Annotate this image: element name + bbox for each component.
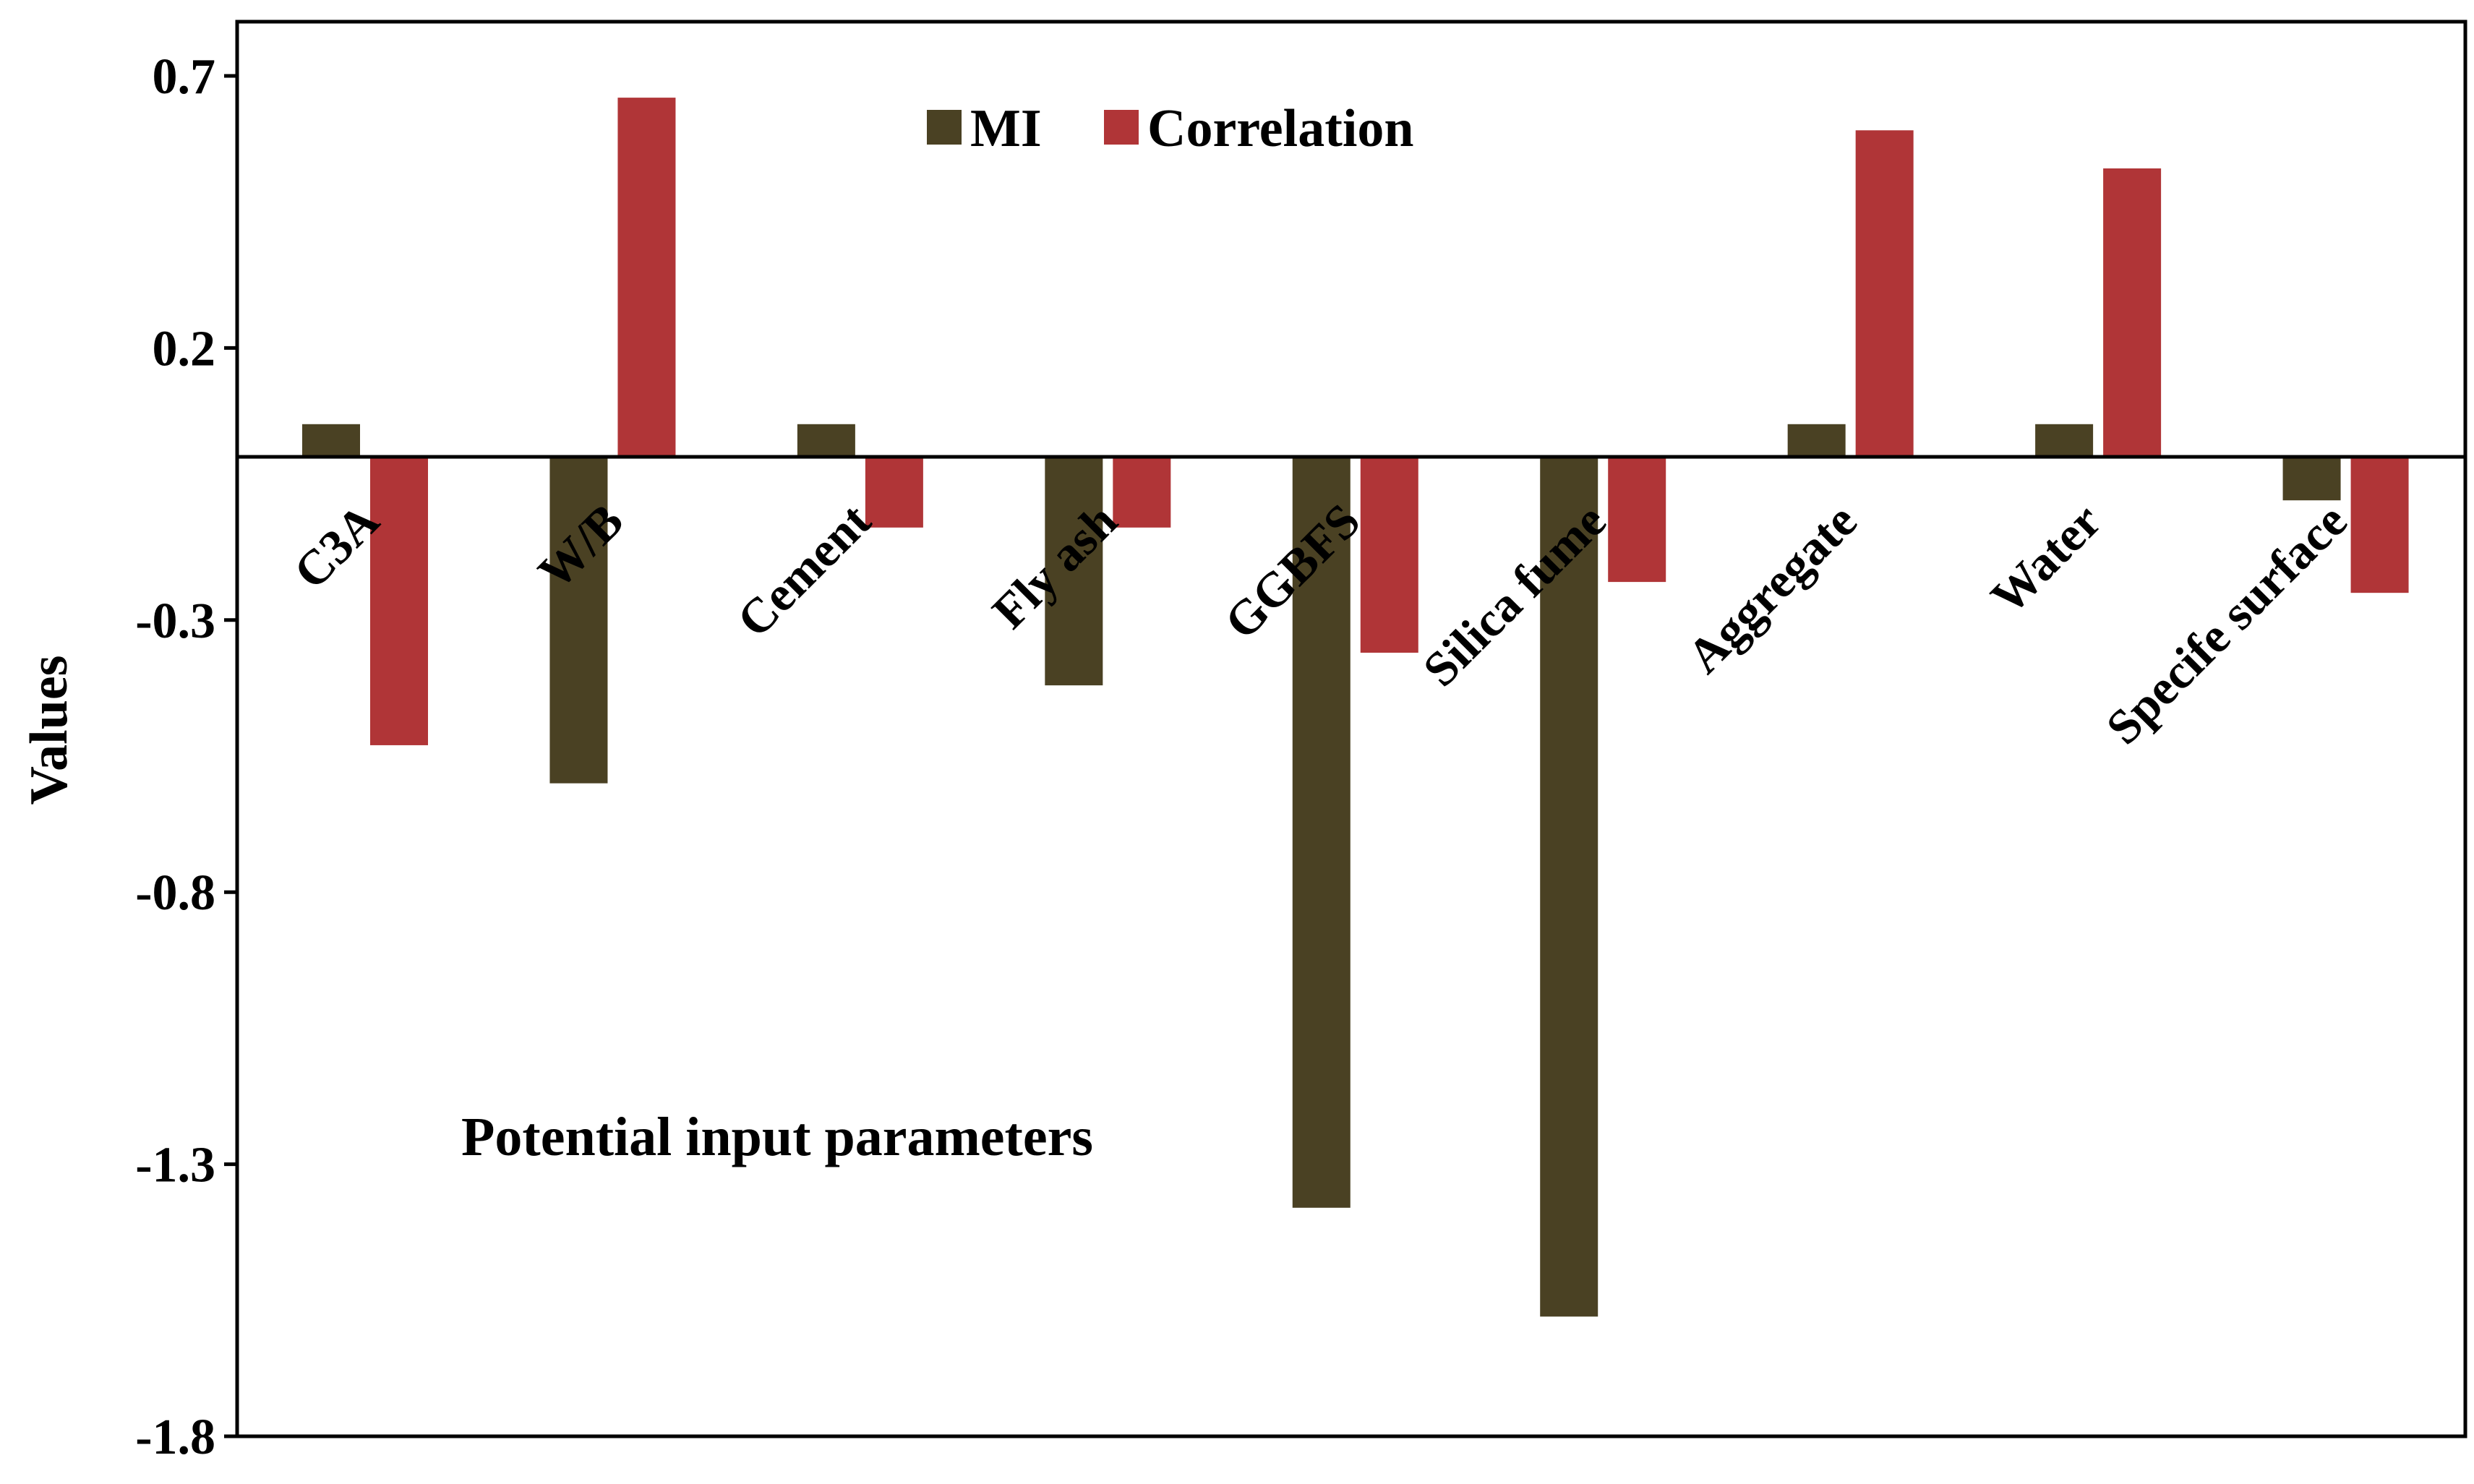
bars-group bbox=[302, 98, 2409, 1317]
bar-correlation-6 bbox=[1855, 130, 1914, 457]
bar-correlation-3 bbox=[1113, 456, 1171, 528]
legend: MI Correlation bbox=[927, 99, 1414, 158]
y-tick-label: 0.7 bbox=[153, 49, 216, 105]
y-axis-title: Values bbox=[20, 655, 79, 805]
bar-correlation-4 bbox=[1360, 456, 1418, 653]
bar-mi-0 bbox=[302, 424, 360, 457]
bar-mi-4 bbox=[1292, 456, 1351, 1208]
y-tick-label: 0.2 bbox=[153, 321, 216, 377]
bar-mi-2 bbox=[797, 424, 855, 457]
legend-swatch-correlation bbox=[1104, 110, 1139, 145]
bar-correlation-8 bbox=[2350, 456, 2409, 593]
plot-area-border bbox=[235, 20, 2467, 1438]
y-tick-label: -0.8 bbox=[135, 865, 215, 921]
y-tick-label: -0.3 bbox=[135, 593, 215, 649]
bar-mi-7 bbox=[2035, 424, 2094, 457]
bar-mi-8 bbox=[2282, 456, 2341, 501]
legend-label-mi: MI bbox=[970, 99, 1042, 158]
bar-correlation-1 bbox=[617, 98, 676, 457]
bar-correlation-5 bbox=[1608, 456, 1666, 583]
bar-correlation-7 bbox=[2103, 168, 2162, 457]
y-tick-label: -1.8 bbox=[135, 1410, 215, 1465]
bar-mi-3 bbox=[1045, 456, 1103, 686]
legend-swatch-mi bbox=[927, 110, 962, 145]
bar-mi-5 bbox=[1540, 456, 1598, 1317]
y-tick-label: -1.3 bbox=[135, 1138, 215, 1193]
bar-correlation-0 bbox=[370, 456, 428, 745]
bar-correlation-2 bbox=[865, 456, 923, 528]
y-axis: 0.7 0.2 -0.3 -0.8 -1.3 -1.8 bbox=[135, 49, 237, 1465]
chart-annotation: Potential input parameters bbox=[461, 1107, 1093, 1167]
bar-mi-6 bbox=[1787, 424, 1846, 457]
bar-mi-1 bbox=[549, 456, 608, 784]
legend-label-correlation: Correlation bbox=[1147, 99, 1414, 158]
